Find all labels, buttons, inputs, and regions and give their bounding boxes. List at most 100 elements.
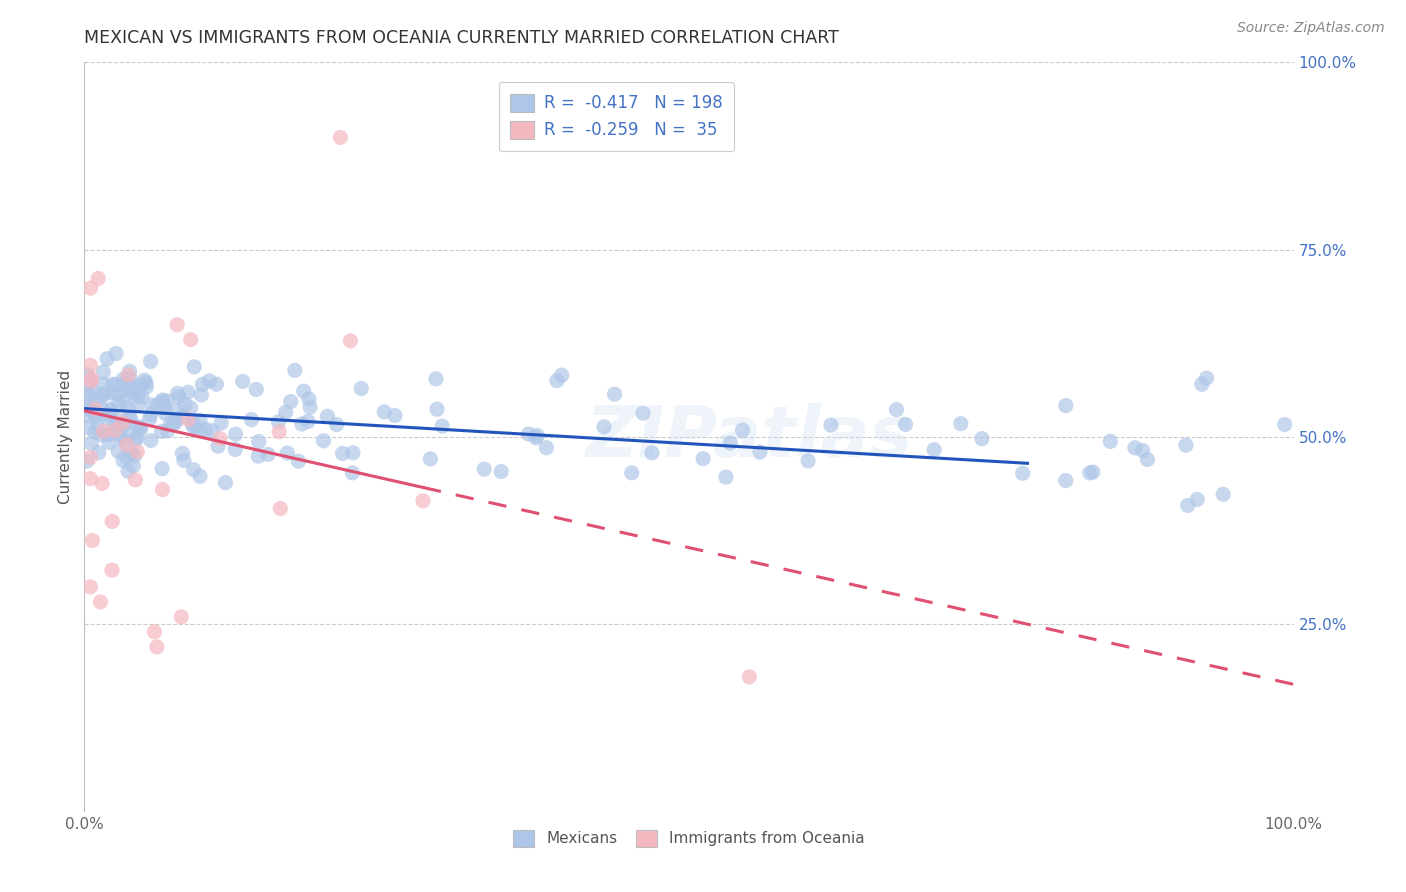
Point — [1081, 465, 1104, 479]
Point — [181, 418, 204, 433]
Point — [631, 406, 654, 420]
Point — [287, 454, 309, 468]
Point — [79, 450, 101, 465]
Point — [247, 434, 270, 449]
Point — [426, 402, 449, 417]
Point — [150, 461, 173, 475]
Point — [117, 368, 139, 382]
Point — [641, 446, 664, 460]
Point — [105, 377, 128, 392]
Point — [100, 426, 122, 441]
Point — [80, 375, 103, 389]
Point — [524, 431, 547, 445]
Point — [205, 377, 228, 392]
Point — [1185, 492, 1208, 507]
Point — [108, 425, 131, 440]
Point — [93, 365, 115, 379]
Point — [111, 453, 134, 467]
Point — [114, 434, 136, 448]
Point — [76, 376, 98, 391]
Point — [184, 421, 207, 435]
Point — [177, 385, 200, 400]
Point — [117, 373, 139, 387]
Point — [139, 434, 162, 448]
Point — [77, 402, 100, 417]
Point — [125, 432, 148, 446]
Point — [93, 377, 115, 392]
Point — [517, 427, 540, 442]
Point — [339, 334, 361, 348]
Point — [79, 392, 101, 407]
Point — [118, 364, 141, 378]
Point — [603, 387, 626, 401]
Point — [738, 670, 761, 684]
Point — [292, 384, 315, 399]
Text: MEXICAN VS IMMIGRANTS FROM OCEANIA CURRENTLY MARRIED CORRELATION CHART: MEXICAN VS IMMIGRANTS FROM OCEANIA CURRE… — [84, 29, 839, 47]
Point — [129, 378, 152, 392]
Point — [90, 428, 112, 442]
Point — [98, 402, 121, 417]
Point — [114, 383, 136, 397]
Point — [350, 382, 373, 396]
Point — [472, 462, 495, 476]
Point — [83, 404, 105, 418]
Point — [166, 386, 188, 401]
Point — [188, 469, 211, 483]
Point — [489, 465, 512, 479]
Y-axis label: Currently Married: Currently Married — [58, 370, 73, 504]
Point — [177, 412, 200, 426]
Point — [166, 318, 188, 332]
Point — [101, 515, 124, 529]
Point — [97, 428, 120, 442]
Point — [115, 450, 138, 464]
Point — [79, 387, 101, 401]
Point — [526, 428, 548, 442]
Point — [329, 130, 352, 145]
Point — [84, 409, 107, 424]
Point — [297, 414, 319, 428]
Point — [87, 271, 110, 285]
Point — [225, 427, 247, 442]
Point — [122, 458, 145, 473]
Point — [156, 393, 179, 408]
Point — [150, 394, 173, 409]
Point — [280, 394, 302, 409]
Point — [159, 416, 181, 430]
Point — [167, 390, 190, 404]
Point — [425, 372, 447, 386]
Text: Source: ZipAtlas.com: Source: ZipAtlas.com — [1237, 21, 1385, 35]
Point — [174, 397, 197, 411]
Point — [124, 433, 146, 447]
Point — [79, 373, 101, 387]
Point — [127, 389, 149, 403]
Point — [620, 466, 643, 480]
Point — [86, 393, 108, 408]
Point — [1054, 474, 1077, 488]
Point — [1123, 441, 1146, 455]
Point — [731, 423, 754, 437]
Point — [107, 412, 129, 426]
Point — [1011, 467, 1033, 481]
Point — [138, 412, 160, 426]
Point — [83, 385, 105, 400]
Point — [181, 416, 204, 430]
Point — [1136, 452, 1159, 467]
Point — [152, 392, 174, 407]
Point — [153, 399, 176, 413]
Point — [1177, 499, 1199, 513]
Point — [970, 432, 993, 446]
Point — [76, 368, 98, 382]
Point — [146, 640, 169, 654]
Point — [797, 454, 820, 468]
Point — [112, 416, 135, 430]
Point — [110, 430, 132, 444]
Point — [101, 377, 124, 392]
Point — [209, 416, 232, 430]
Point — [118, 409, 141, 424]
Point — [127, 419, 149, 434]
Point — [191, 377, 214, 392]
Legend: Mexicans, Immigrants from Oceania: Mexicans, Immigrants from Oceania — [506, 824, 872, 853]
Point — [284, 363, 307, 377]
Point — [332, 446, 354, 460]
Point — [79, 358, 101, 372]
